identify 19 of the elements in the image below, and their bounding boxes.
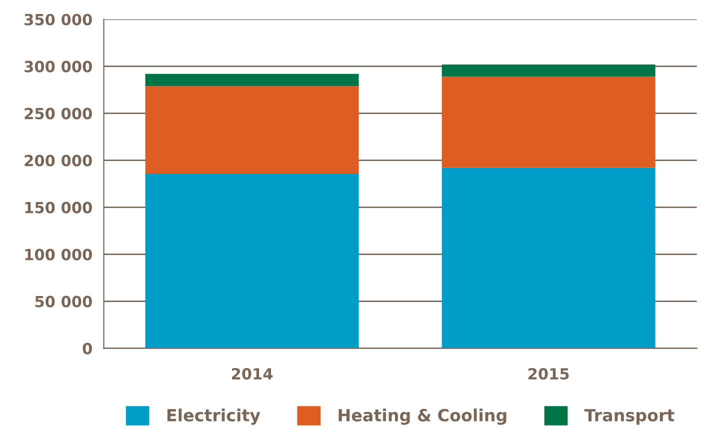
legend-label: Heating & Cooling [338,408,506,425]
y-tick-label: 300 000 [24,60,92,72]
bar [442,64,656,77]
y-tick-label: 150 000 [25,202,92,214]
legend-label: Electricity [167,408,260,425]
bar [442,76,656,168]
y-tick-label: 0 [82,342,92,354]
y-tick-label: 200 000 [24,154,92,166]
bar [145,74,359,86]
y-tick-label: 50 000 [35,296,92,308]
bar [145,86,359,174]
x-tick-label: 2015 [528,368,569,380]
y-tick-label: 350 000 [24,14,92,26]
bar [145,173,359,348]
x-tick-label: 2014 [232,368,273,380]
y-tick-label: 250 000 [24,108,92,120]
legend-label: Transport [584,409,674,425]
y-tick-label: 100 000 [25,248,92,260]
bar [442,168,656,348]
